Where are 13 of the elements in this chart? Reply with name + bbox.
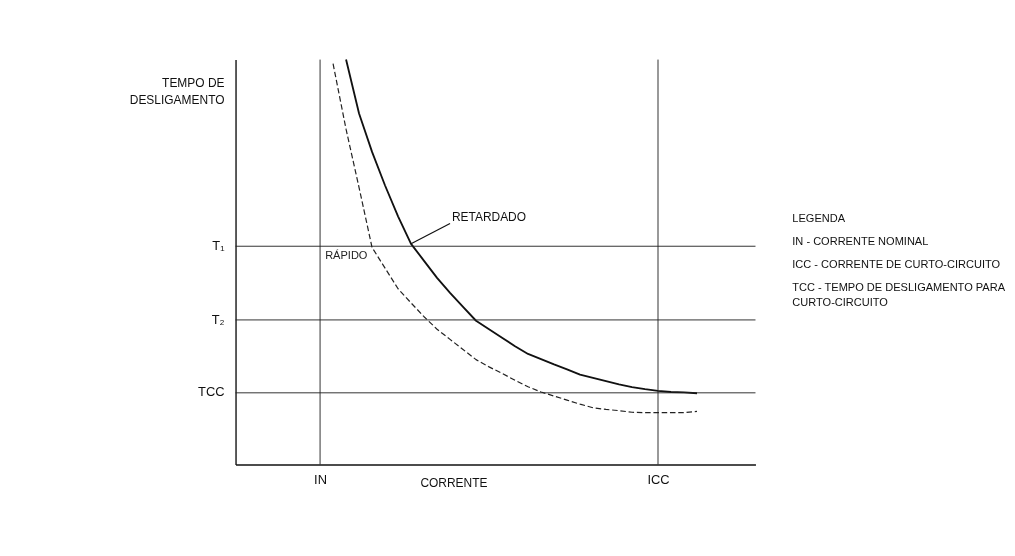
x-tick-label: ICC bbox=[647, 472, 670, 488]
ref-line-label: T₂ bbox=[211, 311, 225, 327]
text: RETARDADO bbox=[451, 209, 527, 224]
series-label: RÁPIDO bbox=[325, 249, 368, 262]
y-axis-title: TEMPO DE DESLIGAMENTO bbox=[129, 76, 225, 107]
text: IN - CORRENTE NOMINAL bbox=[792, 234, 929, 247]
text: LEGENDA bbox=[792, 211, 846, 224]
text: TCC - TEMPO DE DESLIGAMENTO PARA CURTO-CIRCUITO bbox=[792, 280, 1006, 309]
ref-line-label: T₁ bbox=[212, 237, 226, 253]
x-axis-title: CORRENTE bbox=[420, 475, 488, 490]
text: ICC - CORRENTE DE CURTO-CIRCUITO bbox=[792, 257, 1001, 270]
ref-line-label: TCC bbox=[198, 384, 225, 400]
x-tick-label: IN bbox=[314, 472, 327, 488]
